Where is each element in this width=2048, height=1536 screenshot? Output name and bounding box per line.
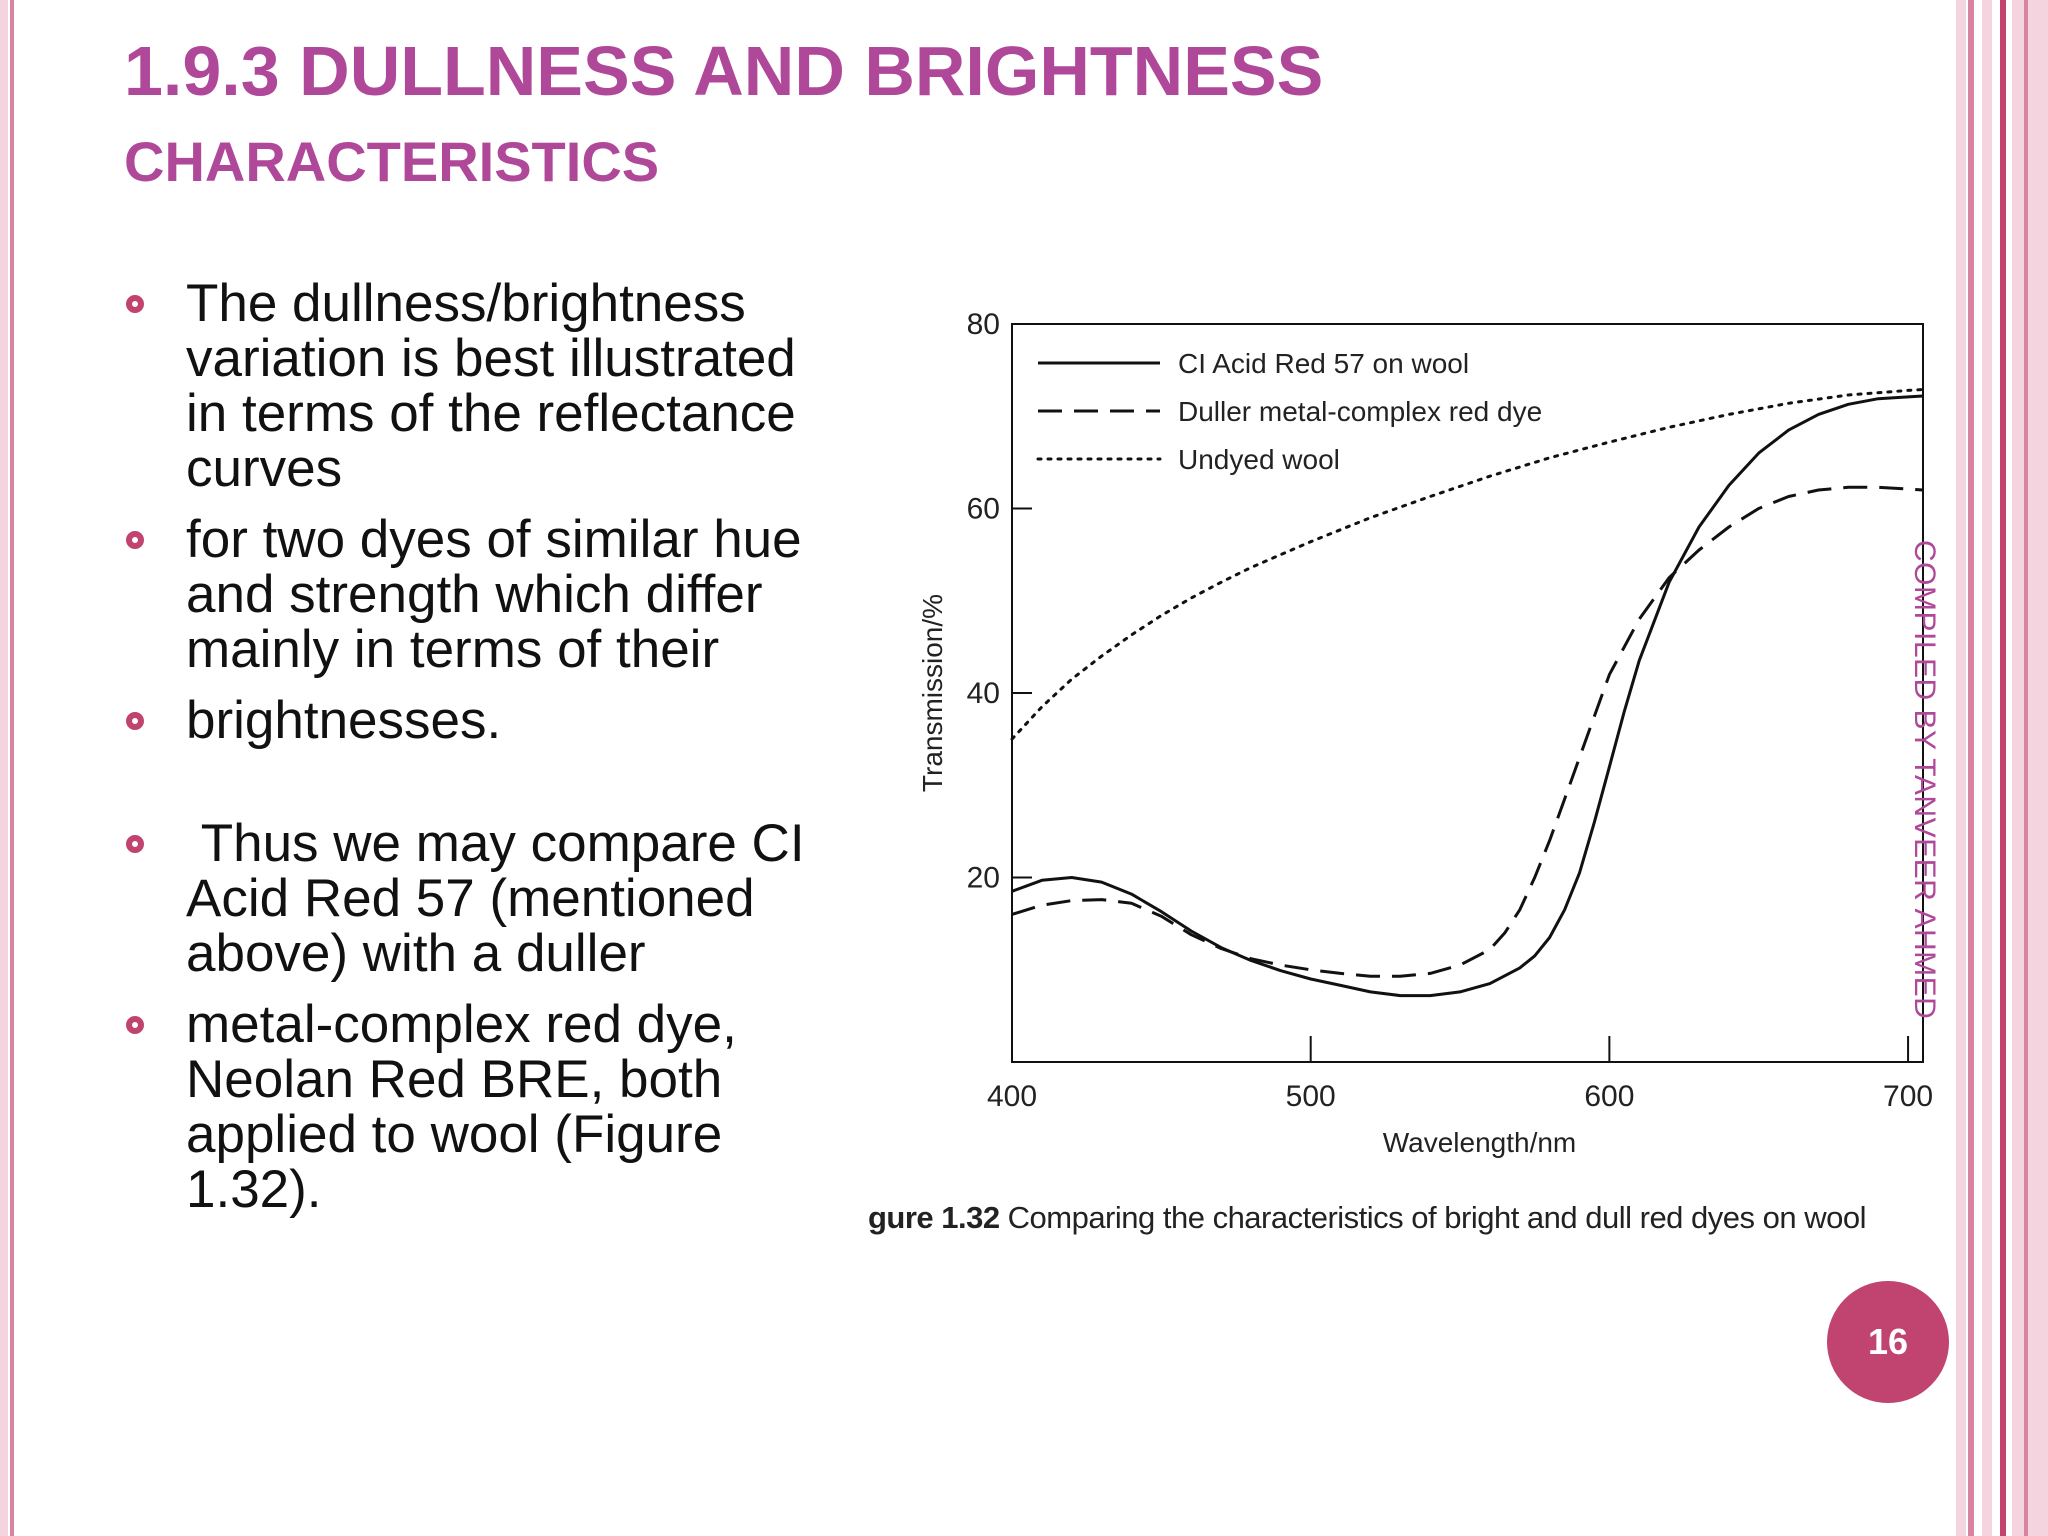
slide-title-line1: 1.9.3 DULLNESS AND BRIGHTNESS (124, 32, 1324, 110)
decor-stripe (2012, 0, 2048, 1536)
x-tick-label: 500 (1286, 1080, 1336, 1113)
y-axis-label: Transmission/% (917, 594, 948, 792)
x-tick-label: 700 (1883, 1080, 1933, 1113)
decor-stripe (1968, 0, 1974, 1536)
legend-label: Duller metal-complex red dye (1178, 396, 1542, 427)
decor-stripe (0, 0, 8, 1536)
bullet-item: metal-complex red dye, Neolan Red BRE, b… (124, 997, 824, 1217)
page-number: 16 (1867, 1321, 1909, 1362)
bullet-list: The dullness/brightness variation is bes… (124, 276, 824, 1233)
bullet-marker-icon (126, 835, 144, 853)
bullet-marker-icon (126, 712, 144, 730)
page-number-badge: 16 (1827, 1281, 1949, 1403)
figure-caption-number: ɡure 1.32 (868, 1200, 1000, 1235)
bullet-marker-icon (126, 531, 144, 549)
x-tick-label: 600 (1584, 1080, 1634, 1113)
chart-container: 20 40 60 80 400 500 600 700 Wavelength/nm Transmi… (860, 290, 1940, 1270)
decor-stripe (2024, 0, 2028, 1536)
bullet-item: brightnesses. (124, 693, 824, 748)
legend-label: Undyed wool (1178, 444, 1340, 475)
decor-stripe (10, 0, 14, 1536)
bullet-marker-icon (126, 295, 144, 313)
y-tick-label: 80 (967, 308, 1000, 341)
decor-stripe (1982, 0, 1992, 1536)
series-line-solid (1011, 394, 1924, 998)
bullet-text: Thus we may compare CI Acid Red 57 (ment… (186, 814, 817, 983)
y-tick-label: 40 (967, 677, 1000, 710)
bullet-text: for two dyes of similar hue and strength… (186, 510, 817, 679)
figure-caption-text: Comparing the characteristics of bright … (1007, 1200, 1867, 1235)
bullet-text: metal-complex red dye, Neolan Red BRE, b… (186, 995, 752, 1219)
plot-frame (1011, 323, 1924, 1063)
y-tick-label: 60 (967, 493, 1000, 526)
slide-title-line2: CHARACTERISTICS (124, 130, 660, 193)
decor-stripe (1956, 0, 1966, 1536)
bullet-text: brightnesses. (186, 691, 502, 750)
x-tick-label: 400 (987, 1080, 1037, 1113)
bullet-marker-icon (126, 1016, 144, 1034)
bullet-item: The dullness/brightness variation is bes… (124, 276, 824, 496)
decor-stripe (2000, 0, 2006, 1536)
figure-caption: ɡure 1.32 Comparing the characteristics o… (868, 1200, 1868, 1236)
author-credit: COMPILED BY TANVEER AHMED (1908, 540, 1941, 1020)
y-tick-label: 20 (967, 862, 1000, 895)
series-line-dashed (1011, 485, 1924, 978)
bullet-text: The dullness/brightness variation is bes… (186, 274, 811, 498)
x-axis-label: Wavelength/nm (1383, 1127, 1577, 1158)
legend-label: CI Acid Red 57 on wool (1178, 348, 1469, 379)
series-line-dotted (1010, 388, 1925, 741)
bullet-item: for two dyes of similar hue and strength… (124, 512, 824, 677)
slide-title: 1.9.3 DULLNESS AND BRIGHTNESS CHARACTERI… (124, 36, 1323, 190)
transmission-chart: 20 40 60 80 400 500 600 700 Wavelength/nm Transmi… (917, 308, 1933, 1158)
bullet-item: Thus we may compare CI Acid Red 57 (ment… (124, 816, 824, 981)
